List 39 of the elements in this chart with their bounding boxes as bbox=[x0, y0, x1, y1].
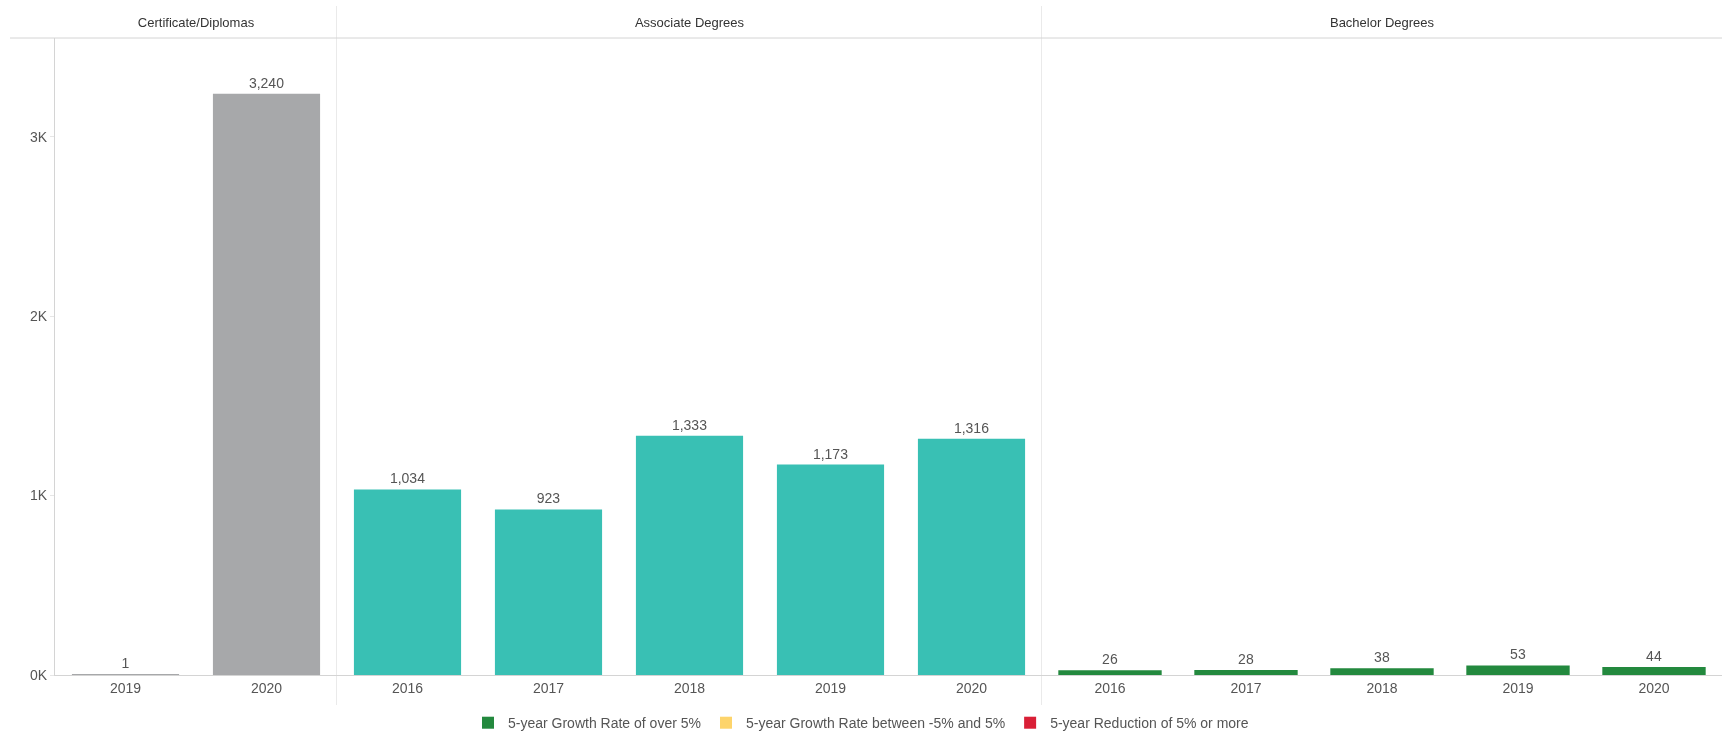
data-label: 1,034 bbox=[389, 470, 426, 487]
x-tick-label: 2020 bbox=[250, 679, 283, 696]
y-tick-label: 0K bbox=[30, 666, 48, 683]
data-label: 26 bbox=[1102, 651, 1118, 668]
data-label: 1,316 bbox=[953, 419, 990, 436]
y-tick-label: 3K bbox=[30, 128, 48, 145]
x-tick-label: 2019 bbox=[814, 679, 847, 696]
legend-label: 5-year Growth Rate of over 5% bbox=[508, 715, 701, 732]
bar bbox=[635, 435, 744, 675]
x-tick-label: 2017 bbox=[1230, 679, 1262, 696]
x-tick-label: 2016 bbox=[391, 679, 424, 696]
data-label: 923 bbox=[536, 490, 561, 507]
legend-label: 5-year Growth Rate between -5% and 5% bbox=[745, 715, 1006, 732]
x-tick-label: 2016 bbox=[1094, 679, 1126, 696]
data-label: 38 bbox=[1374, 649, 1390, 666]
y-tick-label: 1K bbox=[30, 487, 48, 504]
chart-title: Bachelor Degrees bbox=[1329, 14, 1435, 30]
data-label: 53 bbox=[1510, 646, 1526, 663]
x-tick-label: 2018 bbox=[1366, 679, 1398, 696]
data-label: 1,333 bbox=[671, 416, 708, 433]
chart-title: Certificate/Diplomas bbox=[137, 14, 255, 30]
y-tick-label: 2K bbox=[30, 308, 48, 325]
x-tick-label: 2020 bbox=[955, 679, 988, 696]
bar bbox=[776, 464, 885, 675]
bar bbox=[917, 438, 1026, 675]
bar bbox=[353, 489, 462, 675]
data-label: 44 bbox=[1646, 648, 1662, 665]
bar bbox=[494, 509, 603, 675]
data-label: 1,173 bbox=[812, 445, 849, 462]
data-label: 3,240 bbox=[248, 74, 285, 91]
x-tick-label: 2019 bbox=[109, 679, 142, 696]
x-tick-label: 2019 bbox=[1502, 679, 1534, 696]
x-tick-label: 2020 bbox=[1638, 679, 1670, 696]
data-label: 1 bbox=[121, 655, 130, 671]
legend-label: 5-year Reduction of 5% or more bbox=[1050, 715, 1249, 732]
chart-title: Associate Degrees bbox=[634, 14, 745, 30]
data-label: 28 bbox=[1238, 650, 1254, 667]
x-tick-label: 2018 bbox=[673, 679, 706, 696]
x-tick-label: 2017 bbox=[532, 679, 565, 696]
